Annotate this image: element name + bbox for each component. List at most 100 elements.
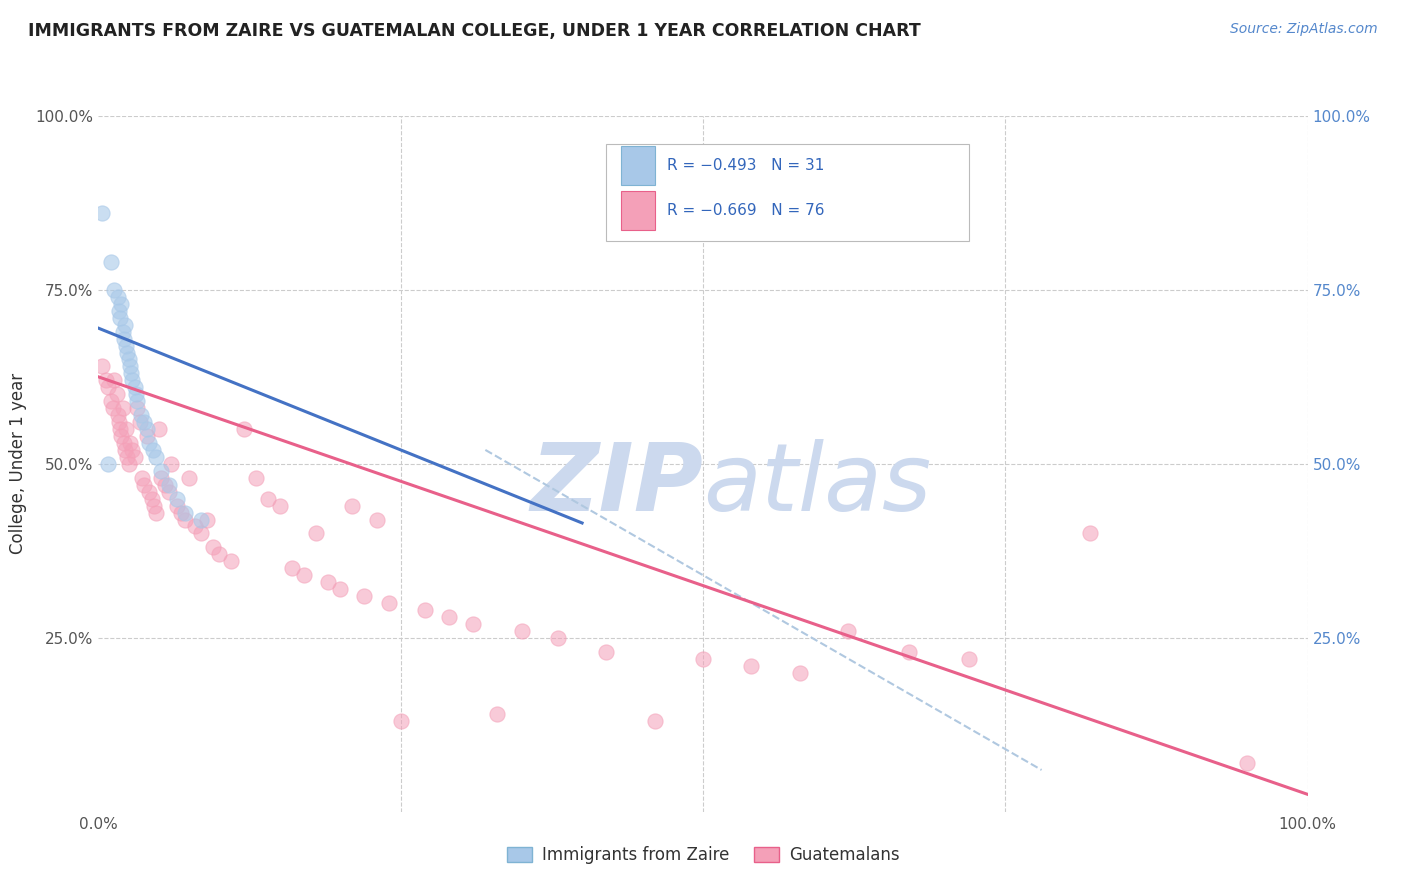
Point — [97, 457, 120, 471]
Point — [169, 506, 191, 520]
Point — [195, 512, 218, 526]
Point — [166, 499, 188, 513]
Point — [329, 582, 352, 596]
Point — [110, 297, 132, 311]
Point — [124, 450, 146, 464]
Point — [292, 568, 315, 582]
Point — [114, 442, 136, 457]
Point — [366, 512, 388, 526]
Point — [118, 436, 141, 450]
Point — [644, 714, 666, 729]
Point — [117, 345, 139, 359]
Point — [100, 394, 122, 409]
Point — [547, 631, 569, 645]
FancyBboxPatch shape — [621, 191, 655, 229]
Point — [256, 491, 278, 506]
Point — [486, 707, 509, 722]
Point — [108, 310, 131, 325]
Point — [202, 541, 225, 555]
Point — [127, 401, 149, 416]
Text: R = −0.493   N = 31: R = −0.493 N = 31 — [666, 158, 824, 173]
Point — [118, 359, 141, 374]
Point — [281, 561, 304, 575]
Point — [897, 645, 920, 659]
Point — [134, 477, 156, 491]
Point — [174, 506, 197, 520]
Point — [510, 624, 533, 638]
Point — [115, 422, 138, 436]
Point — [184, 519, 207, 533]
Point — [100, 255, 122, 269]
Point — [353, 589, 375, 603]
Point — [413, 603, 436, 617]
Text: Source: ZipAtlas.com: Source: ZipAtlas.com — [1230, 22, 1378, 37]
Point — [174, 512, 197, 526]
Point — [107, 408, 129, 422]
Point — [389, 714, 412, 729]
Text: IMMIGRANTS FROM ZAIRE VS GUATEMALAN COLLEGE, UNDER 1 YEAR CORRELATION CHART: IMMIGRANTS FROM ZAIRE VS GUATEMALAN COLL… — [28, 22, 921, 40]
Point — [141, 491, 163, 506]
Point — [108, 415, 131, 429]
Point — [145, 450, 167, 464]
Point — [150, 471, 173, 485]
Point — [134, 415, 156, 429]
FancyBboxPatch shape — [621, 146, 655, 185]
Point — [269, 499, 291, 513]
Point — [129, 408, 152, 422]
Point — [112, 332, 135, 346]
Point — [135, 422, 157, 436]
Point — [107, 290, 129, 304]
Point — [142, 442, 165, 457]
Point — [145, 506, 167, 520]
Point — [1236, 756, 1258, 770]
Point — [179, 471, 201, 485]
Point — [111, 401, 134, 416]
Point — [208, 547, 231, 561]
Point — [103, 373, 125, 387]
Point — [110, 429, 132, 443]
Point — [316, 575, 339, 590]
Point — [121, 373, 143, 387]
Point — [120, 367, 142, 381]
Point — [108, 422, 131, 436]
Point — [114, 318, 136, 332]
Point — [740, 658, 762, 673]
Point — [437, 610, 460, 624]
Point — [112, 436, 135, 450]
Point — [232, 422, 254, 436]
Point — [148, 422, 170, 436]
Point — [135, 429, 157, 443]
Point — [342, 499, 364, 513]
Point — [94, 373, 117, 387]
Point — [118, 352, 141, 367]
Point — [97, 380, 120, 394]
Point — [837, 624, 859, 638]
Point — [138, 484, 160, 499]
Point — [305, 526, 328, 541]
Point — [595, 645, 617, 659]
Point — [1078, 526, 1101, 541]
Point — [221, 554, 243, 568]
Point — [111, 325, 134, 339]
Point — [108, 303, 131, 318]
Point — [157, 484, 180, 499]
Text: ZIP: ZIP — [530, 439, 703, 531]
Point — [131, 471, 153, 485]
Text: R = −0.669   N = 76: R = −0.669 N = 76 — [666, 202, 824, 218]
Legend: Immigrants from Zaire, Guatemalans: Immigrants from Zaire, Guatemalans — [502, 841, 904, 870]
Point — [157, 477, 180, 491]
Point — [245, 471, 267, 485]
Point — [377, 596, 399, 610]
Point — [692, 651, 714, 665]
Point — [118, 457, 141, 471]
Point — [91, 359, 114, 374]
Point — [160, 457, 183, 471]
Point — [101, 401, 124, 416]
Point — [463, 616, 485, 631]
Point — [166, 491, 188, 506]
Point — [124, 380, 146, 394]
Point — [150, 464, 173, 478]
Point — [153, 477, 176, 491]
Point — [143, 499, 166, 513]
Point — [103, 283, 125, 297]
